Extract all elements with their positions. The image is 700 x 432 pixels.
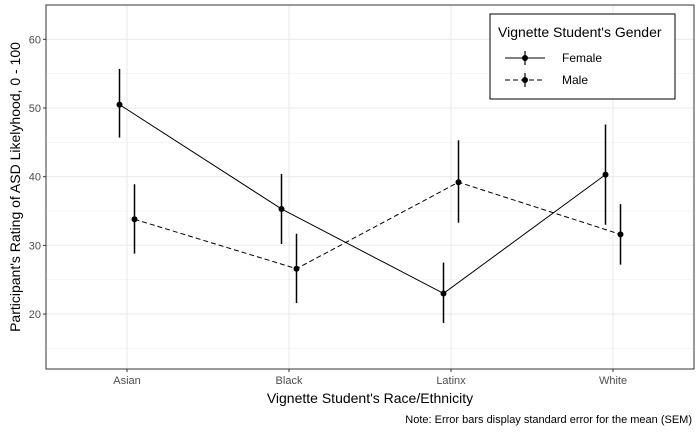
x-tick-label: White xyxy=(599,375,627,387)
data-point xyxy=(293,265,300,272)
legend-label: Male xyxy=(562,73,588,87)
y-tick-label: 30 xyxy=(29,240,41,252)
plot-panel-border xyxy=(45,4,695,370)
y-tick-label: 60 xyxy=(29,34,41,46)
caption-note: Note: Error bars display standard error … xyxy=(405,414,692,426)
y-axis-ticks: 20 30 40 50 60 xyxy=(29,34,46,321)
data-point xyxy=(617,231,624,238)
series-female xyxy=(116,68,609,323)
legend-item-male: Male xyxy=(505,73,588,87)
series-male xyxy=(131,140,624,304)
x-axis-title: Vignette Student's Race/Ethnicity xyxy=(267,390,473,406)
legend-title: Vignette Student's Gender xyxy=(498,24,662,40)
data-series xyxy=(116,68,624,323)
data-point xyxy=(116,101,123,108)
y-axis-title: Participant's Rating of ASD Likelyhood, … xyxy=(7,42,23,332)
y-tick-label: 20 xyxy=(29,309,41,321)
legend-items: Female Male xyxy=(505,51,602,87)
data-point xyxy=(278,205,285,212)
legend-item-female: Female xyxy=(505,51,602,65)
legend: Vignette Student's Gender Female Male xyxy=(489,13,676,100)
data-point xyxy=(455,179,462,186)
legend-point-swatch xyxy=(522,77,528,83)
legend-point-swatch xyxy=(522,55,528,61)
series-line-female xyxy=(119,104,606,295)
legend-label: Female xyxy=(562,51,602,65)
data-point xyxy=(602,171,609,178)
data-point xyxy=(440,290,447,297)
x-tick-label: Black xyxy=(276,375,303,387)
x-axis-ticks: Asian Black Latinx White xyxy=(113,369,627,387)
legend-box xyxy=(489,13,676,100)
x-tick-label: Asian xyxy=(113,375,141,387)
x-tick-label: Latinx xyxy=(436,375,466,387)
series-line-male xyxy=(134,181,621,270)
y-tick-label: 40 xyxy=(29,172,41,184)
y-tick-label: 50 xyxy=(29,103,41,115)
data-point xyxy=(131,216,138,223)
